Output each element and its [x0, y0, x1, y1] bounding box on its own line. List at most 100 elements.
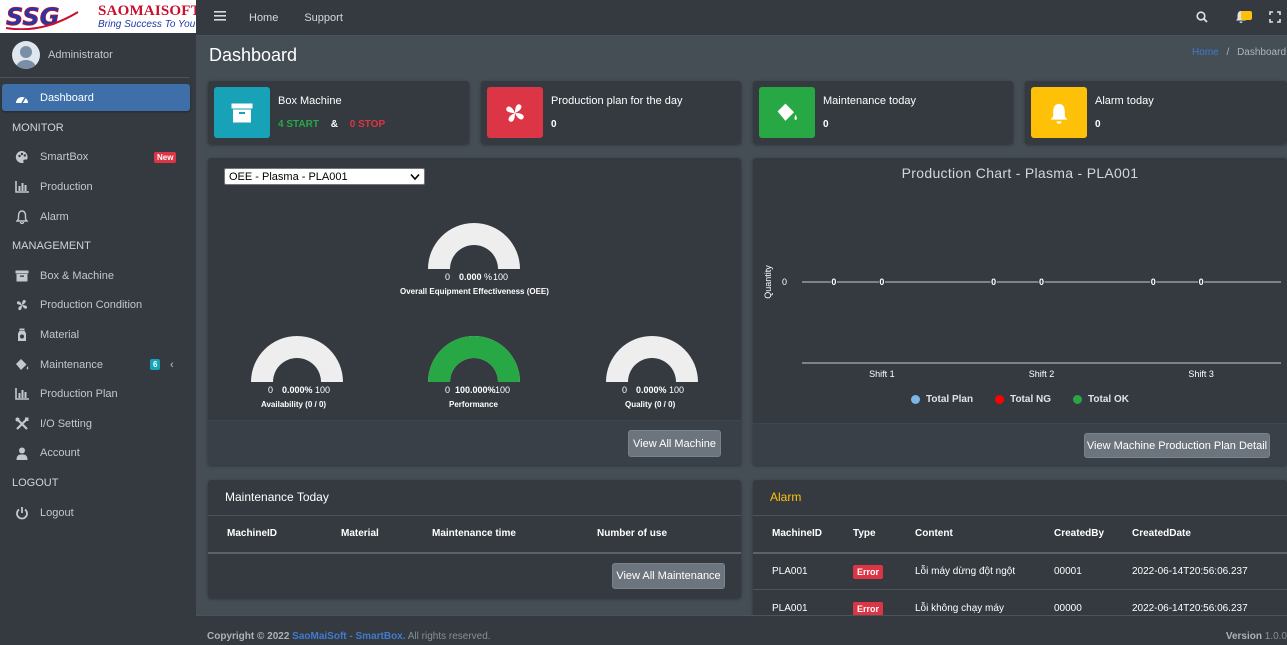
sidebar-item-maintenance[interactable]: Maintenance 6 ‹	[2, 350, 190, 380]
cell-content: Lỗi máy dừng đột ngột	[915, 566, 1016, 577]
sidebar-item-material[interactable]: Material	[2, 320, 190, 350]
sidebar-item-production-plan[interactable]: Production Plan	[2, 379, 190, 409]
availability-gauge-label: Availability (0 / 0)	[261, 400, 327, 409]
legend-item[interactable]: Total OK	[1073, 394, 1129, 405]
card-footer: View Machine Production Plan Detail	[753, 423, 1287, 465]
availability-gauge-min: 0	[268, 385, 274, 395]
cell-machine-id: PLA001	[772, 566, 808, 577]
info-box-title: Box Machine	[278, 95, 342, 107]
page-title: Dashboard	[209, 45, 298, 65]
info-box-maintenance[interactable]: Maintenance today 0	[753, 81, 1013, 144]
info-box-box-machine[interactable]: Box Machine 4 START & 0 STOP	[208, 81, 469, 144]
chevron-down-icon	[410, 172, 420, 184]
table-header[interactable]: CreatedDate	[1132, 528, 1191, 539]
table-header[interactable]: MachineID	[772, 528, 823, 539]
table-header[interactable]: Type	[853, 528, 876, 539]
quality-gauge-label: Quality (0 / 0)	[625, 400, 676, 409]
version-number: 1.0.0	[1264, 631, 1287, 642]
info-box-alarm[interactable]: Alarm today 0	[1025, 81, 1287, 144]
cell-created-by: 00001	[1054, 566, 1082, 577]
sidebar-item-production-condition[interactable]: Production Condition	[2, 291, 190, 321]
info-box-value: 0	[823, 119, 829, 130]
cell-created-date: 2022-06-14T20:56:06.237	[1132, 566, 1248, 577]
brand[interactable]: SSG SAOMAISOFT Bring Success To You	[0, 0, 201, 33]
top-nav-support-link[interactable]: Support	[304, 11, 343, 24]
x-tick-label: Shift 1	[869, 369, 895, 379]
sidebar-item-account[interactable]: Account	[2, 439, 190, 469]
oee-card: OEE - Plasma - PLA001 0 0.000 % 100 Over…	[208, 158, 741, 465]
sidebar-item-alarm[interactable]: Alarm	[2, 202, 190, 232]
table-header[interactable]: Maintenance time	[432, 528, 516, 539]
bell-icon	[1031, 87, 1087, 138]
user-panel[interactable]: Administrator	[0, 33, 189, 78]
footer-brand-link[interactable]: SaoMaiSoft - SmartBox.	[292, 631, 406, 642]
data-label: 0	[879, 277, 884, 287]
brand-name: SAOMAISOFT	[98, 2, 201, 19]
sidebar-item-io-setting[interactable]: I/O Setting	[2, 409, 190, 439]
expand-icon[interactable]	[1269, 10, 1281, 26]
sidebar-item-label: Logout	[40, 506, 74, 519]
user-name: Administrator	[48, 49, 113, 61]
archive-icon	[14, 268, 30, 284]
table-header[interactable]: Content	[915, 528, 953, 539]
status-separator: &	[330, 119, 338, 130]
view-production-plan-detail-button[interactable]: View Machine Production Plan Detail	[1084, 433, 1270, 458]
sidebar-item-box-machine[interactable]: Box & Machine	[2, 261, 190, 291]
legend-label: Total Plan	[926, 394, 974, 405]
info-box-title: Maintenance today	[823, 95, 916, 107]
sidebar-item-label: Account	[40, 447, 80, 460]
hamburger-icon[interactable]	[214, 11, 226, 24]
oee-gauge-label: Overall Equipment Effectiveness (OEE)	[400, 287, 549, 296]
x-tick-label: Shift 3	[1188, 369, 1214, 379]
machine-status-counts: 4 START & 0 STOP	[278, 119, 385, 130]
info-box-production-plan[interactable]: Production plan for the day 0	[481, 81, 741, 144]
cell-content: Lỗi không chạy máy	[915, 603, 1004, 614]
legend-marker	[1073, 395, 1083, 404]
table-header[interactable]: CreatedBy	[1054, 528, 1105, 539]
sidebar-item-label: Dashboard	[40, 91, 94, 104]
nav-header-monitor: MONITOR	[12, 121, 64, 134]
production-chart: Quantity 0 0 0 0 0 0 0 Shift 1 Shift 2 Shift 3	[763, 265, 1281, 379]
search-icon[interactable]	[1196, 10, 1208, 26]
table-header[interactable]: Number of use	[597, 528, 668, 539]
table-header[interactable]: Material	[341, 528, 379, 539]
notifications-button[interactable]	[1235, 10, 1257, 26]
data-label: 0	[1151, 277, 1156, 287]
sidebar-item-label: Production Condition	[40, 299, 143, 312]
info-box-value: 0	[1095, 119, 1101, 130]
maintenance-today-card: Maintenance Today MachineID Material Mai…	[208, 480, 741, 598]
sidebar-item-production[interactable]: Production	[2, 172, 190, 202]
palette-icon	[14, 149, 30, 165]
footer-copyright: Copyright © 2022 SaoMaiSoft - SmartBox. …	[207, 631, 491, 642]
user-icon	[14, 445, 30, 461]
view-all-maintenance-button[interactable]: View All Maintenance	[612, 563, 725, 589]
oee-gauge-max: 100	[493, 272, 509, 282]
sidebar-item-label: Production	[40, 180, 93, 193]
y-tick-label: 0	[782, 277, 787, 287]
gauge-track	[428, 223, 520, 269]
legend-item[interactable]: Total Plan	[911, 394, 973, 405]
view-all-machine-button[interactable]: View All Machine	[628, 430, 721, 457]
breadcrumb-home-link[interactable]: Home	[1192, 47, 1219, 58]
legend-item[interactable]: Total NG	[995, 394, 1051, 405]
archive-icon	[214, 87, 270, 138]
machine-select[interactable]: OEE - Plasma - PLA001	[224, 168, 425, 185]
data-label: 0	[1199, 277, 1204, 287]
brand-logo-text: SSG	[6, 4, 59, 30]
type-badge: Error	[853, 565, 884, 579]
sidebar-item-dashboard[interactable]: Dashboard	[2, 84, 190, 111]
sidebar-item-logout[interactable]: Logout	[2, 498, 190, 528]
gauge-track	[606, 336, 698, 382]
info-box-value: 0	[551, 119, 557, 130]
table-header[interactable]: MachineID	[227, 528, 278, 539]
fill-drip-icon	[759, 87, 815, 138]
chevron-left-icon[interactable]: ‹	[170, 358, 174, 371]
sidebar-item-smartbox[interactable]: SmartBox New	[2, 143, 190, 173]
top-nav-home-link[interactable]: Home	[249, 11, 279, 24]
sidebar-item-label: Production Plan	[40, 388, 118, 401]
cell-machine-id: PLA001	[772, 603, 808, 614]
version-label: Version	[1225, 631, 1262, 642]
type-badge: Error	[853, 602, 884, 615]
dashboard-icon	[14, 90, 30, 106]
card-title: Alarm	[770, 490, 802, 504]
